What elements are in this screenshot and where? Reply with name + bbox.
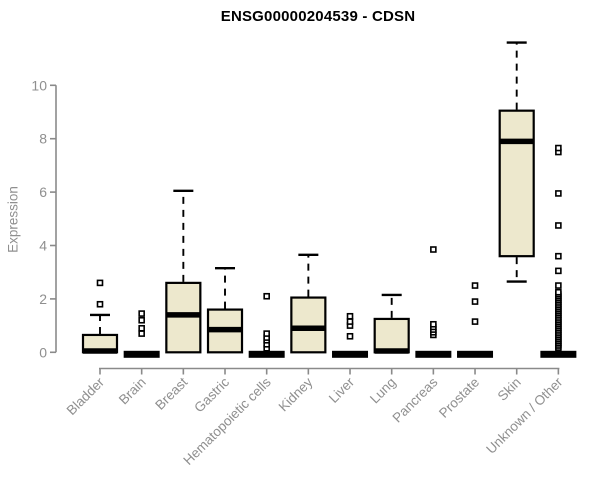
x-tick-label: Prostate [436,375,482,421]
y-tick-label: 4 [39,238,47,254]
outlier-point [555,144,562,152]
y-tick-label: 6 [39,184,47,200]
collapsed-median-bar [415,350,452,358]
x-tick-label: Gastric [191,374,232,415]
y-tick-label: 8 [39,131,47,147]
outlier-point [138,316,145,324]
y-axis-label: Expression [5,186,21,253]
outlier-point [471,298,479,305]
outlier-point [430,246,437,253]
collapsed-median-bar [540,350,577,358]
x-tick-label: Bladder [64,374,108,418]
outlier-point [430,320,437,328]
outlier-point [471,282,479,289]
x-tick-label: Kidney [276,374,316,414]
outlier-point [263,330,270,337]
outlier-point [471,318,479,325]
outlier-point [138,330,145,337]
outlier-point [346,312,354,320]
y-tick-label: 0 [39,344,47,360]
outlier-point [555,282,562,289]
x-tick-label: Breast [152,374,190,412]
collapsed-median-bar [123,350,160,358]
collapsed-median-bar [332,350,369,358]
outlier-point [138,310,145,317]
box-rect [373,317,410,354]
outlier-point [555,190,562,197]
x-tick-label: Skin [495,375,524,404]
outlier-point [555,252,562,260]
outlier-point [263,292,270,300]
outlier-point [555,288,562,296]
outlier-point [346,318,354,325]
x-tick-label: Lung [367,375,399,407]
outlier-point [555,267,562,275]
chart-title: ENSG00000204539 - CDSN [220,8,416,25]
box-rect [498,109,535,258]
outlier-point [555,222,562,229]
box-rect [290,296,327,354]
x-tick-label: Unknown / Other [483,374,566,457]
outlier-point [96,279,104,287]
x-tick-label: Brain [116,375,149,408]
outlier-point [96,300,104,308]
outlier-point [138,324,145,332]
collapsed-median-bar [248,350,285,358]
outlier-point [346,332,354,340]
y-tick-label: 2 [39,291,47,307]
collapsed-median-bar [457,350,494,358]
x-tick-label: Pancreas [390,374,441,425]
x-tick-label: Liver [326,374,358,406]
y-tick-label: 10 [31,77,47,93]
